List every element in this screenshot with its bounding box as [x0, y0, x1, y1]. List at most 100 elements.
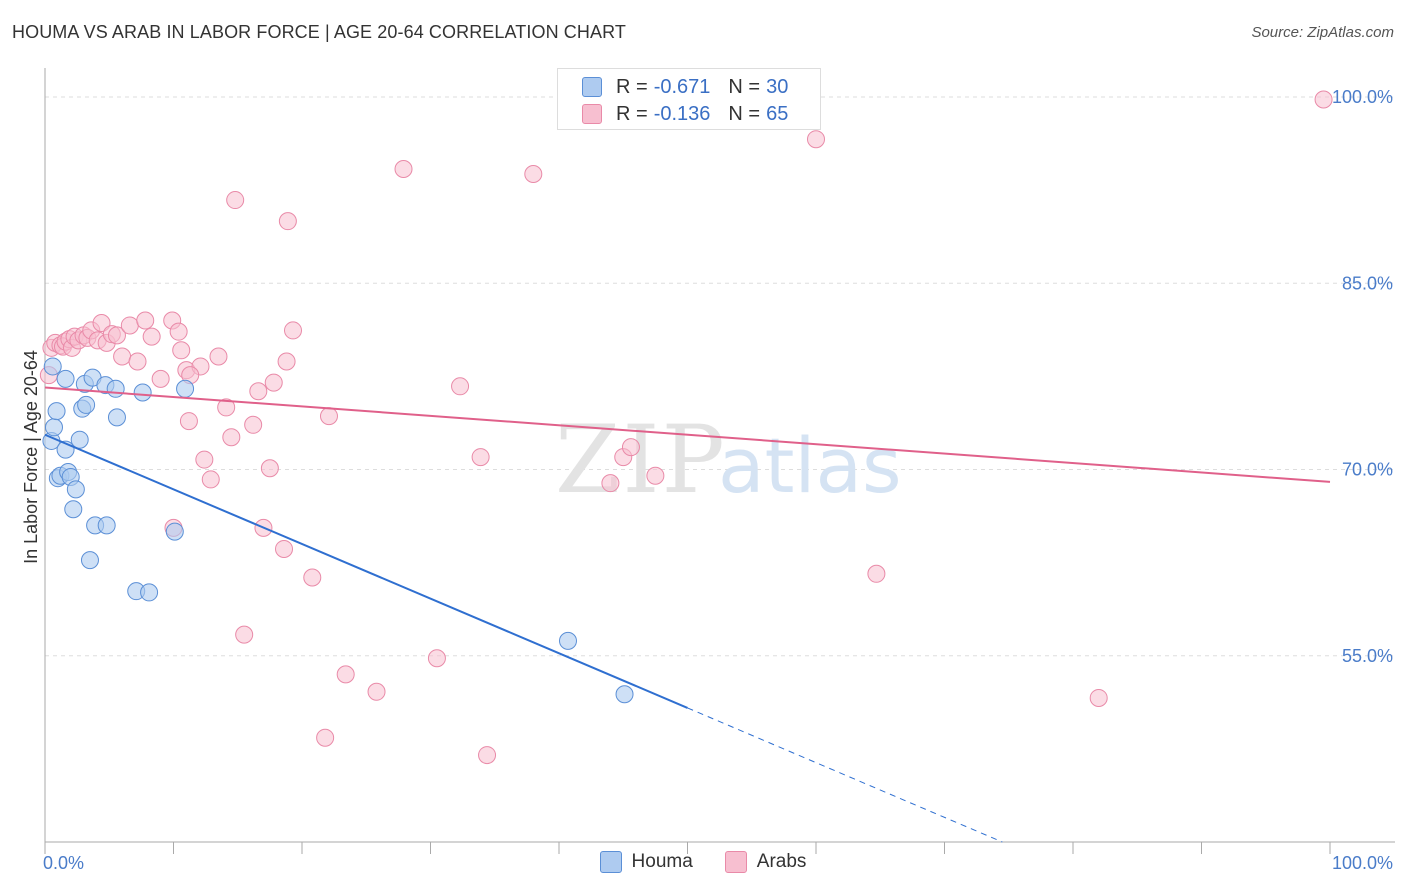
houma-point — [133, 383, 152, 402]
houma-trend-extension — [687, 707, 1003, 843]
houma-point — [107, 408, 126, 427]
y-tick-label: 70.0% — [1342, 460, 1393, 480]
arabs-point — [1089, 688, 1108, 707]
grid-lines — [45, 96, 1395, 657]
houma-point — [66, 480, 85, 499]
arabs-point — [260, 459, 279, 478]
houma-point — [165, 522, 184, 541]
arabs-point — [264, 373, 283, 392]
houma-point — [56, 369, 75, 388]
houma-point — [70, 430, 89, 449]
arabs-point — [249, 382, 268, 401]
axes — [44, 68, 1395, 854]
y-axis-label: In Labor Force | Age 20-64 — [21, 350, 41, 564]
houma-points — [42, 357, 634, 704]
houma-trend-line — [44, 433, 688, 709]
series-legend: Houma Arabs — [0, 851, 1406, 873]
houma-n-value: 30 — [766, 75, 789, 98]
arabs-point — [222, 428, 241, 447]
houma-point — [106, 379, 125, 398]
arabs-legend-swatch — [724, 851, 747, 873]
arabs-point — [244, 415, 263, 434]
legend-item-arabs[interactable]: Arabs — [724, 851, 806, 873]
houma-legend-swatch — [599, 851, 622, 873]
arabs-point — [172, 341, 191, 360]
arabs-point — [284, 321, 303, 340]
arabs-point — [478, 746, 497, 765]
legend-row-houma: R = -0.671 N = 30 — [582, 74, 788, 100]
arabs-point — [807, 130, 825, 149]
arabs-point — [275, 539, 294, 558]
y-tick-label: 100.0% — [1332, 87, 1393, 107]
arabs-point — [92, 313, 111, 332]
arabs-point — [226, 191, 245, 210]
arabs-trend-line — [44, 386, 1331, 483]
arabs-point — [151, 369, 170, 388]
houma-point — [97, 516, 116, 535]
houma-point — [64, 500, 83, 519]
arabs-point — [128, 352, 147, 371]
legend-item-houma[interactable]: Houma — [599, 851, 693, 873]
houma-point — [140, 583, 159, 602]
arabs-point — [867, 564, 886, 583]
arabs-point — [169, 322, 188, 341]
x-tick-label-min: 0.0% — [43, 853, 84, 873]
arabs-point — [113, 347, 132, 366]
arabs-point — [120, 316, 139, 335]
arabs-point — [451, 377, 470, 396]
watermark: ZIP atlas — [555, 406, 902, 515]
arabs-point — [319, 407, 338, 426]
arabs-point — [136, 311, 155, 330]
houma-r-label: R = — [616, 75, 648, 98]
arabs-point — [394, 160, 413, 179]
arabs-point — [1314, 90, 1333, 109]
arabs-point — [367, 682, 386, 701]
arabs-point — [303, 568, 322, 587]
arabs-n-value: 65 — [766, 102, 789, 125]
houma-point — [615, 685, 634, 704]
stats-legend: R = -0.671 N = 30 R = -0.136 N = 65 — [557, 68, 821, 130]
arabs-swatch — [582, 104, 602, 124]
y-tick-label: 85.0% — [1342, 273, 1393, 293]
arabs-point — [621, 438, 640, 457]
arabs-point — [316, 728, 335, 747]
x-tick-labels: 0.0% 100.0% — [43, 853, 1393, 873]
arabs-point — [107, 326, 126, 345]
x-tick-label-max: 100.0% — [1332, 853, 1393, 873]
arabs-point — [278, 212, 297, 231]
arabs-point — [195, 450, 214, 469]
arabs-point — [336, 665, 355, 684]
trend-lines — [44, 386, 1331, 843]
houma-legend-label: Houma — [631, 851, 693, 872]
houma-point — [176, 379, 195, 398]
arabs-n-label: N = — [728, 102, 761, 125]
houma-point — [43, 357, 62, 376]
y-tick-labels: 55.0% 70.0% 85.0% 100.0% — [1332, 87, 1393, 666]
y-tick-label: 55.0% — [1342, 646, 1393, 666]
houma-r-value: -0.671 — [653, 75, 711, 98]
arabs-point — [471, 448, 490, 467]
chart-title: HOUMA VS ARAB IN LABOR FORCE | AGE 20-64… — [12, 22, 626, 42]
watermark-atlas: atlas — [718, 421, 902, 510]
arabs-point — [179, 412, 198, 431]
houma-point — [558, 631, 577, 650]
source-credit: Source: ZipAtlas.com — [1251, 24, 1394, 41]
watermark-zip: ZIP — [555, 406, 727, 515]
arabs-point — [277, 352, 296, 371]
houma-point — [44, 418, 63, 437]
arabs-point — [142, 327, 161, 346]
arabs-point — [427, 649, 446, 668]
arabs-point — [601, 474, 620, 493]
arabs-r-label: R = — [616, 102, 648, 125]
houma-point — [80, 551, 99, 570]
houma-point — [77, 395, 96, 414]
arabs-point — [217, 398, 236, 417]
arabs-point — [524, 164, 543, 183]
arabs-point — [235, 625, 254, 644]
arabs-r-value: -0.136 — [653, 102, 711, 125]
arabs-point — [201, 470, 220, 489]
houma-point — [47, 402, 66, 421]
arabs-point — [646, 466, 665, 485]
houma-n-label: N = — [728, 75, 761, 98]
